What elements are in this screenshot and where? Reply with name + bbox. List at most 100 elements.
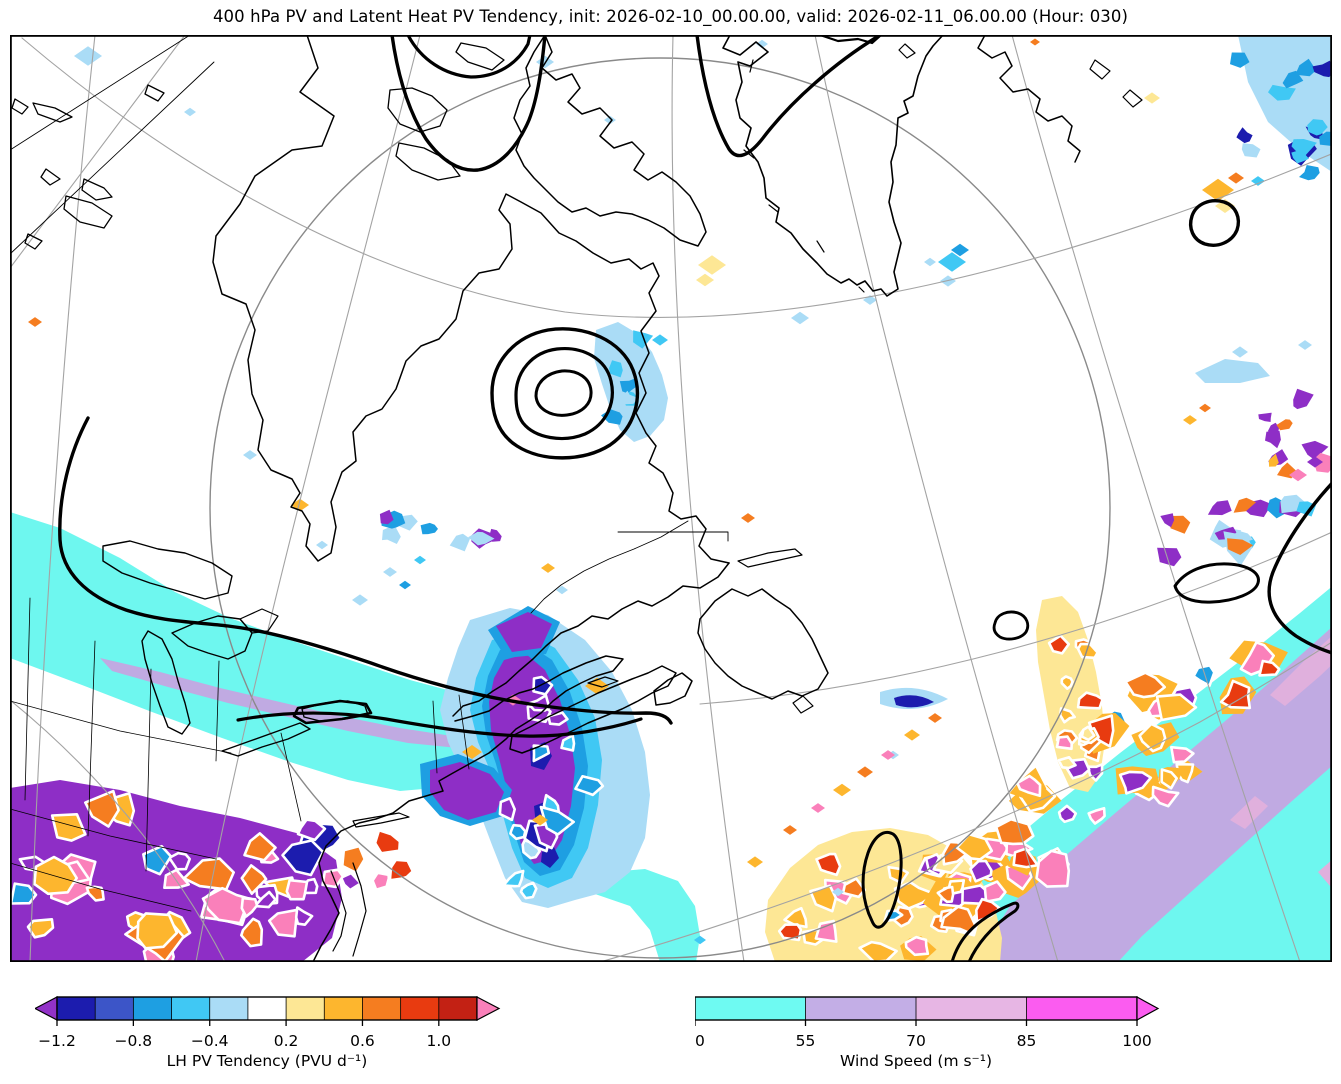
lake-erie (221, 722, 311, 757)
coast-islets (898, 43, 1143, 108)
border-northwest (10, 35, 215, 255)
lake-huron (171, 615, 253, 660)
colorbar-tick-label: 100 (1122, 1032, 1152, 1050)
lake-michigan (141, 630, 191, 735)
colorbar-segment (171, 996, 211, 1021)
wind-speed-colorbar: 40 55 70 85 100 (695, 996, 1160, 1050)
graticule-meridian-4 (814, 35, 1059, 962)
wind-band-plum-1 (1270, 636, 1332, 706)
graticule-parallel-4 (10, 699, 226, 962)
colorbar-segment (56, 996, 97, 1021)
wind-band-lavender-main (100, 658, 474, 748)
lh-purple-arm-north (496, 612, 552, 652)
pv-contour-lakes-return (236, 711, 643, 738)
coast-long-island (352, 812, 410, 828)
lh-cells-superior (379, 509, 502, 552)
coast-gulf-north-shore (452, 562, 730, 717)
lh-cells-bottomcenter (777, 832, 1007, 962)
lh-purple-west-lobe (430, 762, 504, 820)
colorbar-segment (805, 996, 917, 1021)
pv-contour-ontario-hairpin (292, 699, 373, 725)
wind-colorbar-label: Wind Speed (m s⁻¹) (840, 1052, 992, 1070)
lh-cells-necorner (1230, 35, 1332, 181)
pv-blob-small (992, 610, 1030, 641)
coast-top-edge (818, 35, 883, 45)
colorbar-tick-label: 40 (695, 1032, 705, 1050)
figure-title: 400 hPa PV and Latent Heat PV Tendency, … (212, 7, 1129, 26)
colorbar-tick-label: 70 (906, 1032, 926, 1050)
coast-gulf-south-us-east (312, 655, 624, 962)
graticule-parallel-1 (21, 37, 1332, 318)
colorbar-segment (132, 996, 173, 1021)
pv-contour-vortex-hook (390, 35, 547, 172)
coast-baffin (513, 35, 707, 247)
colorbar-segment (94, 996, 135, 1021)
graticule-circle (209, 57, 1111, 959)
lh-pv-tendency-colorbar: −1.2 −0.8 −0.4 0.2 0.6 1.0 (35, 996, 501, 1050)
pv-ring-outer (490, 327, 640, 460)
pv-blob-banana (861, 830, 903, 929)
pv-contour-right-scurve (1267, 480, 1332, 655)
pv-contour-baffin-v (695, 35, 879, 158)
coast-nova-scotia (509, 665, 677, 754)
lh-cells-maine (498, 675, 605, 900)
colorbar-segment (438, 996, 478, 1021)
coast-cape-breton (653, 672, 693, 706)
lh-streak-navy (894, 695, 934, 708)
lh-cells-southwest (10, 789, 343, 962)
colorbar-tick-label: 0.2 (274, 1032, 299, 1050)
borders-us-states (10, 597, 470, 912)
map-canvas (10, 35, 1332, 962)
colorbar-tick-label: −0.8 (115, 1032, 153, 1050)
colorbar-tick-label: −1.2 (38, 1032, 76, 1050)
pv-ring-middle (514, 346, 614, 441)
colorbar-extend-right (1136, 996, 1160, 1022)
lh-colorbar-label: LH PV Tendency (PVU d⁻¹) (166, 1052, 368, 1070)
coast-avalon (792, 695, 814, 714)
colorbar-segment (695, 996, 807, 1021)
coast-anticosti (737, 548, 803, 568)
coast-greenland-west-east (722, 35, 944, 297)
coast-arctic-mainland (212, 35, 730, 564)
colorbar-segment (209, 996, 249, 1021)
lh-navy-core-3 (541, 847, 559, 868)
colorbar-segment (915, 996, 1028, 1021)
border-quebec-labrador (530, 520, 689, 614)
colorbar-tick-label: 85 (1017, 1032, 1037, 1050)
graticule-meridian-1 (10, 35, 186, 269)
lake-superior (102, 540, 233, 600)
coast-newfoundland (697, 588, 829, 700)
graticule-meridian-1b (29, 35, 96, 962)
colorbar-tick-label: −0.4 (191, 1032, 229, 1050)
colorbar-segment (362, 996, 402, 1021)
border-box (617, 531, 729, 542)
graticule-meridian-5 (1011, 35, 1301, 962)
lh-cells-rightband (1157, 494, 1316, 567)
coast-southampton-foxe (387, 42, 505, 181)
colorbar-segment (323, 996, 364, 1021)
pv-contour-lakes-main (58, 416, 673, 725)
graticule-parallel-3 (599, 641, 1332, 962)
colorbar-tick-label: 0.6 (350, 1032, 375, 1050)
wind-band-plum-2 (1230, 796, 1268, 829)
pv-contour-bottom-hairpin (950, 901, 1020, 962)
colorbar-tick-label: 1.0 (426, 1032, 451, 1050)
colorbar-segment (247, 996, 287, 1021)
graticule-meridian-2 (195, 35, 421, 962)
wind-band-plum-3 (1318, 859, 1332, 886)
pv-ring-inner (534, 369, 593, 417)
colorbar-segment (400, 996, 440, 1021)
lh-base-ltblue-dlens (1195, 359, 1270, 383)
lh-cells-coast (240, 818, 415, 926)
colorbar-extend-right (476, 996, 501, 1021)
coast-arctic-islands (11, 84, 165, 250)
colorbar-segment (1026, 996, 1138, 1021)
colorbar-tick-label: 55 (796, 1032, 816, 1050)
pv-blob-northeast (1188, 199, 1241, 247)
colorbar-extend-left (35, 996, 58, 1021)
lh-cells-rightupper (1258, 388, 1332, 479)
lh-cells-orangecolumn (1047, 634, 1104, 770)
pv-contour-vortex-inner (406, 35, 532, 79)
coast-iceland (977, 35, 1081, 163)
